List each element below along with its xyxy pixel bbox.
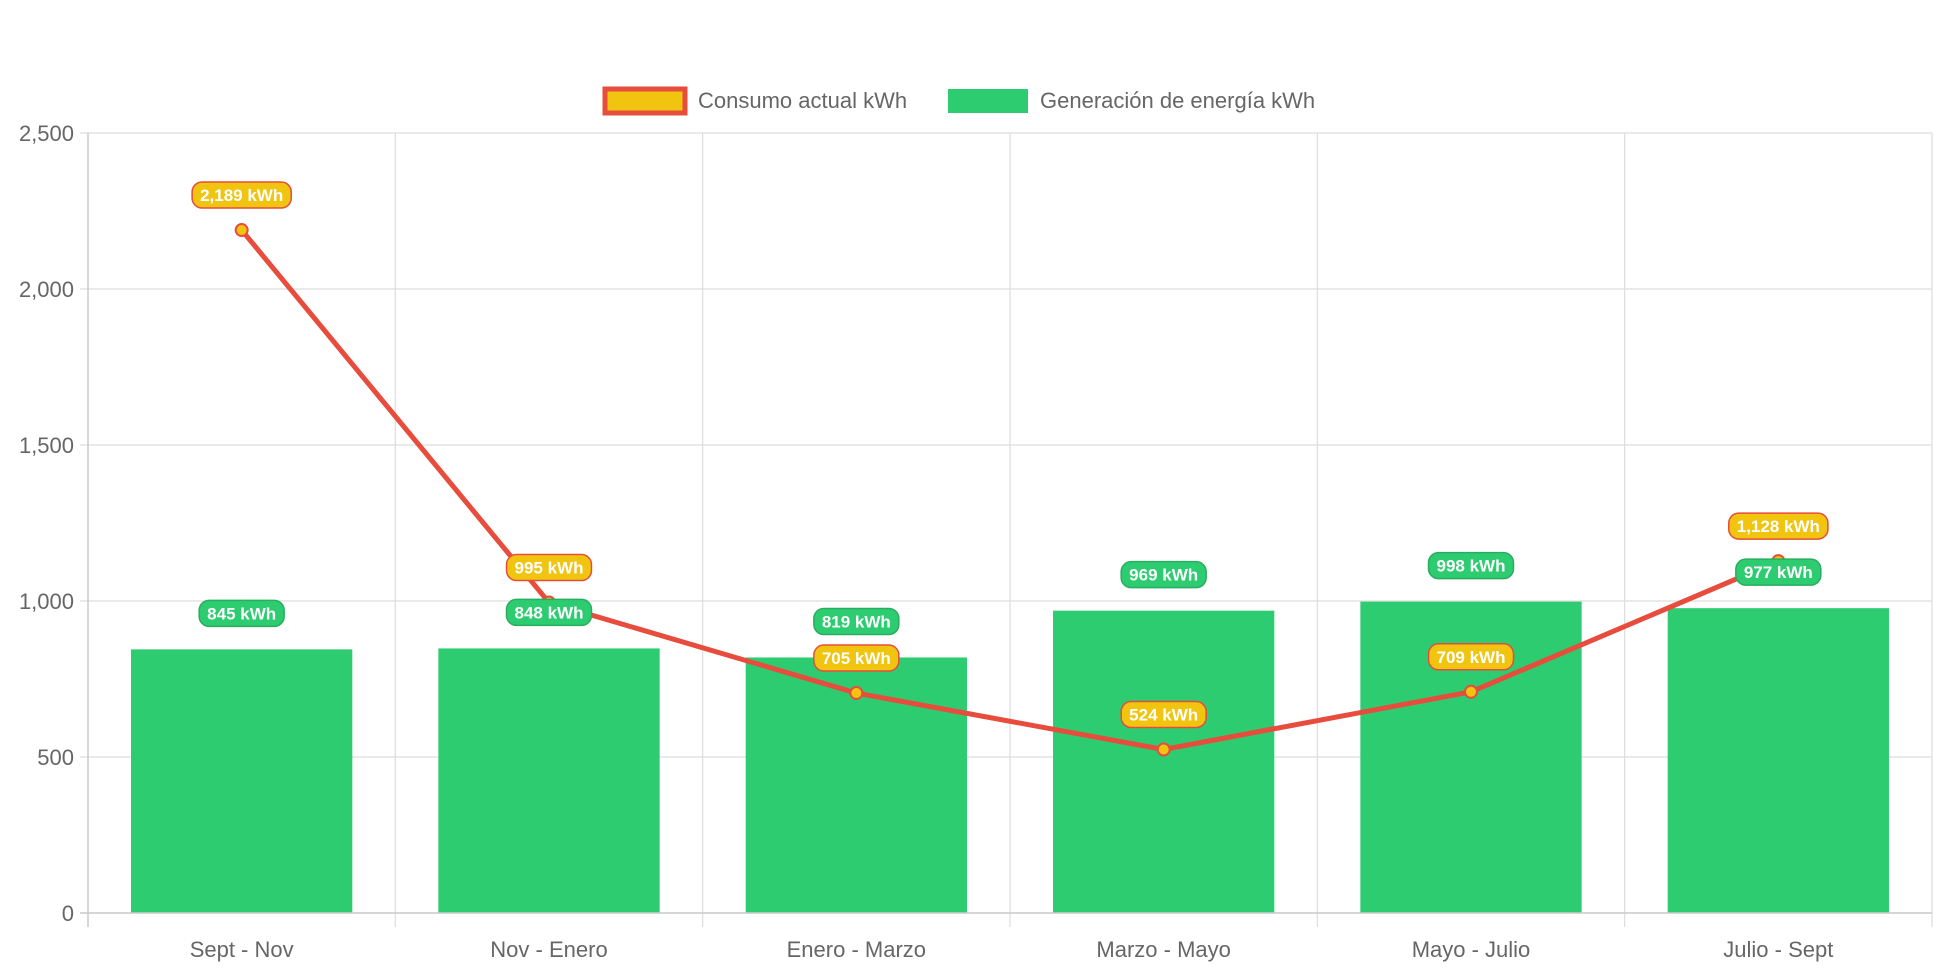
consumption-point — [234, 223, 249, 238]
consumption-label: 524 kWh — [1120, 700, 1207, 729]
x-tick-label: Mayo - Julio — [1412, 937, 1531, 962]
consumption-label: 709 kWh — [1427, 643, 1515, 671]
legend-label-generation: Generación de energía kWh — [1040, 88, 1315, 113]
generation-bar — [1053, 610, 1275, 913]
generation-bar — [745, 657, 967, 913]
generation-bars — [131, 601, 1889, 913]
consumption-label-text: 1,128 kWh — [1737, 517, 1820, 536]
generation-label-bg — [1427, 551, 1515, 580]
consumption-label-bg — [1120, 700, 1207, 729]
consumption-point — [1464, 684, 1478, 699]
y-tick-label: 0 — [62, 901, 74, 926]
consumption-label-bg — [1728, 512, 1829, 540]
x-tick-label: Sept - Nov — [190, 937, 294, 962]
generation-bar — [1667, 608, 1889, 913]
generation-bar — [438, 648, 660, 913]
x-tick-label: Nov - Enero — [490, 937, 607, 962]
generation-bar — [131, 649, 353, 913]
grid — [80, 132, 1933, 927]
consumption-label-text: 2,189 kWh — [200, 186, 283, 205]
axes: 0 500 1,000 1,500 2,000 2,500 Sept - Nov Nov - … — [19, 121, 1932, 962]
legend-item-generation[interactable]: Generación de energía kWh — [948, 88, 1315, 113]
generation-label: 998 kWh — [1427, 551, 1515, 580]
y-tick-label: 1,000 — [19, 589, 74, 614]
consumption-point — [1156, 742, 1171, 757]
consumption-label-bg — [191, 181, 292, 209]
generation-label-text: 977 kWh — [1744, 563, 1813, 582]
generation-label-bg — [1735, 558, 1822, 586]
generation-label: 845 kWh — [198, 599, 285, 628]
y-tick-label: 500 — [37, 745, 74, 770]
generation-label-bg — [505, 598, 593, 627]
generation-label-text: 969 kWh — [1129, 566, 1198, 585]
consumption-label: 705 kWh — [813, 644, 900, 672]
generation-label-text: 848 kWh — [515, 603, 584, 622]
consumption-label: 2,189 kWh — [191, 181, 292, 209]
generation-label-bg — [813, 607, 900, 636]
legend[interactable]: Consumo actual kWh Generación de energía … — [602, 86, 1315, 116]
consumption-label: 995 kWh — [505, 553, 593, 582]
consumption-label-text: 995 kWh — [515, 559, 584, 578]
consumption-label-text: 709 kWh — [1437, 648, 1506, 667]
y-tick-label: 1,500 — [19, 433, 74, 458]
x-tick-label: Marzo - Mayo — [1096, 937, 1230, 962]
data-labels: 845 kWh 848 kWh 819 kWh 969 kWh 998 kWh 977 k… — [191, 181, 1829, 729]
consumption-label-bg — [813, 644, 900, 672]
generation-label-text: 998 kWh — [1437, 557, 1506, 576]
consumption-line-path — [239, 228, 1780, 753]
legend-swatch-consumption — [602, 86, 688, 116]
generation-label-text: 819 kWh — [822, 612, 891, 631]
generation-label: 977 kWh — [1735, 558, 1822, 586]
consumption-label-bg — [1427, 643, 1515, 671]
generation-label-text: 845 kWh — [207, 604, 276, 623]
consumption-label-bg — [505, 553, 593, 582]
generation-label: 819 kWh — [813, 607, 900, 636]
generation-label-bg — [1120, 560, 1207, 589]
y-tick-label: 2,500 — [19, 121, 74, 146]
x-tick-label: Enero - Marzo — [787, 937, 926, 962]
consumption-label: 1,128 kWh — [1728, 512, 1829, 540]
generation-label: 848 kWh — [505, 598, 593, 627]
generation-label: 969 kWh — [1120, 560, 1207, 589]
consumption-label-text: 524 kWh — [1129, 706, 1198, 725]
legend-swatch-generation — [948, 89, 1028, 113]
generation-label-bg — [198, 599, 285, 628]
legend-label-consumption: Consumo actual kWh — [698, 88, 907, 113]
consumption-point — [849, 686, 864, 701]
legend-item-consumption[interactable]: Consumo actual kWh — [602, 86, 907, 116]
y-tick-label: 2,000 — [19, 277, 74, 302]
x-tick-label: Julio - Sept — [1723, 937, 1833, 962]
consumption-label-text: 705 kWh — [822, 649, 891, 668]
